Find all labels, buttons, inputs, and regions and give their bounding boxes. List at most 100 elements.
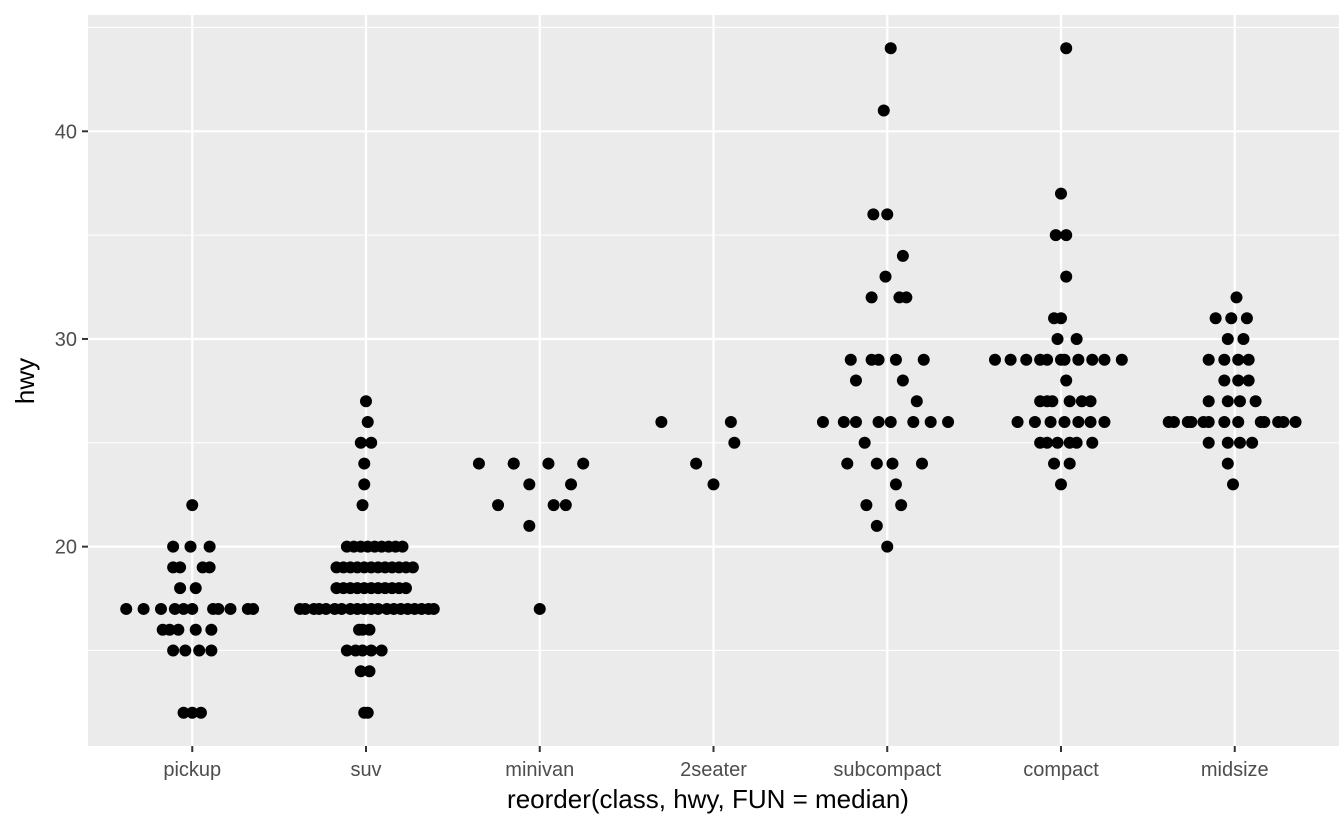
data-point (1020, 353, 1033, 366)
data-point (1011, 416, 1024, 429)
data-point (867, 208, 880, 221)
data-point (896, 249, 909, 262)
data-point (872, 353, 885, 366)
data-point (427, 602, 440, 615)
data-point (172, 623, 185, 636)
data-point (690, 457, 703, 470)
x-axis: pickup suv minivan 2seater subcompact compact… (163, 746, 1269, 781)
data-point (916, 457, 928, 470)
data-point (396, 540, 409, 553)
data-point (1044, 416, 1057, 429)
data-point (184, 540, 197, 553)
data-point (193, 644, 206, 657)
data-point (1098, 416, 1111, 429)
data-point (877, 104, 890, 117)
data-point (1242, 374, 1255, 387)
data-point (1055, 478, 1067, 491)
data-point (1098, 353, 1111, 366)
data-point (354, 436, 367, 449)
y-tick-label: 30 (55, 329, 77, 351)
data-point (186, 706, 199, 719)
data-point (299, 602, 312, 615)
data-point (1232, 374, 1245, 387)
data-point (1072, 416, 1085, 429)
data-point (361, 416, 374, 429)
data-point (1048, 457, 1061, 470)
data-point (924, 416, 937, 429)
data-point (472, 457, 485, 470)
data-point (1221, 436, 1234, 449)
data-point (900, 291, 913, 304)
x-tick-label: suv (350, 759, 381, 781)
data-point (358, 478, 371, 491)
data-point (881, 540, 894, 553)
data-point (358, 457, 371, 470)
data-point (728, 436, 741, 449)
data-point (1227, 478, 1240, 491)
data-point (865, 291, 878, 304)
x-tick-label: minivan (505, 759, 574, 781)
data-point (849, 374, 862, 387)
data-point (137, 602, 150, 615)
data-point (320, 602, 333, 615)
data-point (1218, 416, 1231, 429)
data-point (1232, 416, 1245, 429)
data-point (1063, 457, 1076, 470)
data-point (1028, 416, 1041, 429)
data-point (884, 42, 897, 55)
data-point (1086, 436, 1099, 449)
x-tick-label: 2seater (680, 759, 747, 781)
data-point (889, 353, 902, 366)
data-point (1258, 416, 1271, 429)
data-point (870, 457, 883, 470)
data-point (1221, 457, 1234, 470)
data-point (1209, 312, 1222, 325)
data-point (1063, 395, 1076, 408)
data-point (174, 582, 187, 595)
data-point (910, 395, 923, 408)
data-point (1075, 395, 1088, 408)
data-point (492, 499, 505, 512)
data-point (356, 499, 369, 512)
data-point (565, 478, 578, 491)
data-point (1046, 395, 1059, 408)
data-point (1185, 416, 1198, 429)
data-point (1041, 436, 1054, 449)
data-point (1084, 395, 1097, 408)
data-point (1060, 229, 1073, 242)
x-tick-label: compact (1023, 759, 1099, 781)
data-point (1055, 312, 1067, 325)
data-point (186, 602, 199, 615)
data-point (547, 499, 560, 512)
data-point (942, 416, 955, 429)
data-point (340, 644, 353, 657)
data-point (1232, 353, 1245, 366)
data-point (1004, 353, 1017, 366)
data-point (212, 602, 225, 615)
data-point (363, 665, 376, 678)
data-point (247, 602, 260, 615)
data-point (1115, 353, 1128, 366)
data-point (1167, 416, 1180, 429)
data-point (881, 208, 894, 221)
data-point (1218, 353, 1231, 366)
data-point (1070, 436, 1083, 449)
data-point (335, 602, 348, 615)
data-point (1202, 436, 1215, 449)
data-point (917, 353, 930, 366)
data-point (167, 540, 180, 553)
y-axis-title: hwy (10, 358, 40, 404)
data-point (707, 478, 720, 491)
data-point (179, 644, 192, 657)
data-point (1060, 374, 1073, 387)
data-point (154, 602, 167, 615)
data-point (1202, 416, 1215, 429)
data-point (224, 602, 237, 615)
data-point (1202, 353, 1215, 366)
x-tick-label: midsize (1201, 759, 1269, 781)
data-point (356, 644, 369, 657)
x-tick-label: pickup (163, 759, 221, 781)
data-point (120, 602, 133, 615)
data-point (896, 374, 909, 387)
